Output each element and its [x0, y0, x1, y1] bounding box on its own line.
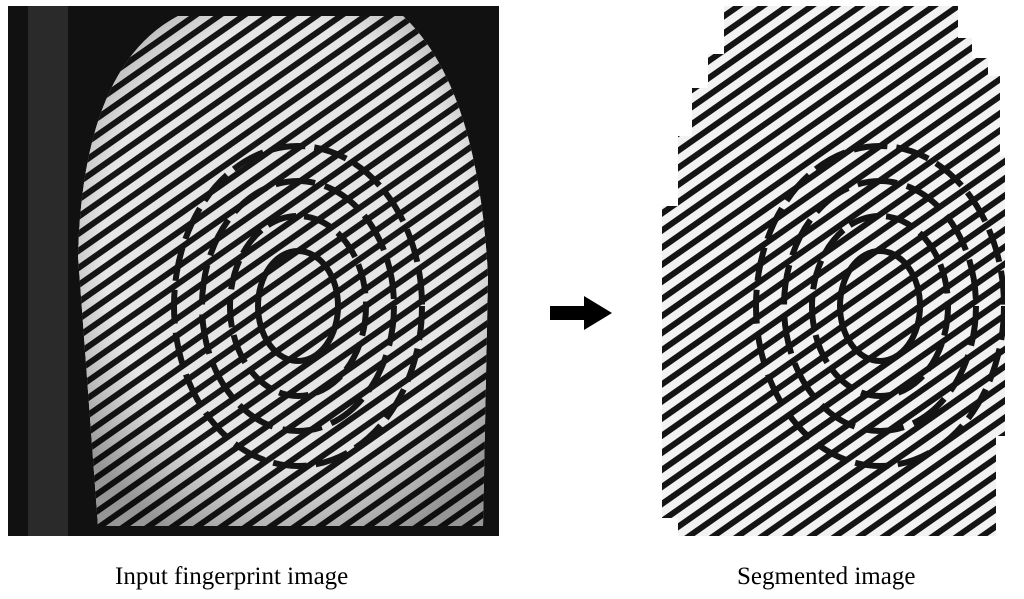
- right-arrow-icon: [548, 296, 612, 330]
- input-caption: Input fingerprint image: [115, 563, 349, 590]
- segmented-caption: Segmented image: [737, 563, 916, 590]
- segmented-image: [660, 6, 1005, 536]
- input-fingerprint-image: [8, 6, 499, 536]
